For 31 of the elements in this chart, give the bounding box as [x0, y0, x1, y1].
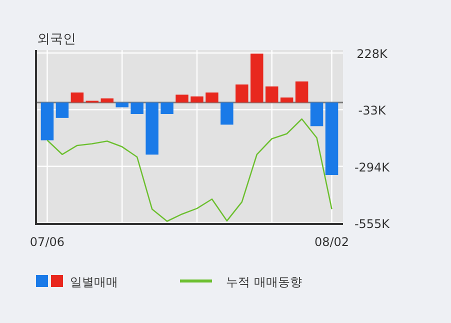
- bar: [190, 96, 204, 102]
- bar: [56, 102, 69, 118]
- bar: [116, 102, 128, 108]
- bar: [160, 102, 174, 114]
- bar: [100, 98, 114, 102]
- y-tick-label: 228K: [356, 47, 389, 61]
- x-tick-label: 08/02: [314, 235, 350, 249]
- bar: [176, 94, 188, 102]
- x-tick-label: 07/06: [30, 235, 65, 249]
- legend-item: 일별매매: [36, 275, 118, 289]
- bar: [266, 86, 278, 102]
- bar: [295, 81, 308, 102]
- bar: [250, 54, 264, 102]
- legend-label: 일별매매: [70, 275, 118, 289]
- bar: [280, 98, 294, 102]
- chart-title: 외국인: [37, 32, 76, 47]
- bar: [325, 102, 338, 176]
- y-tick-label: -33K: [358, 104, 387, 118]
- bar: [236, 84, 248, 102]
- bar: [206, 92, 218, 102]
- y-tick-label: -555K: [354, 217, 391, 231]
- bar: [130, 102, 144, 114]
- legend-label: 누적 매매동향: [226, 275, 302, 289]
- legend-item: 누적 매매동향: [180, 275, 302, 289]
- bar: [146, 102, 158, 155]
- bar: [70, 92, 84, 102]
- bar: [40, 102, 54, 140]
- bar: [220, 102, 234, 125]
- line-series: [46, 118, 332, 222]
- bar: [310, 102, 324, 126]
- y-tick-label: -294K: [354, 160, 391, 174]
